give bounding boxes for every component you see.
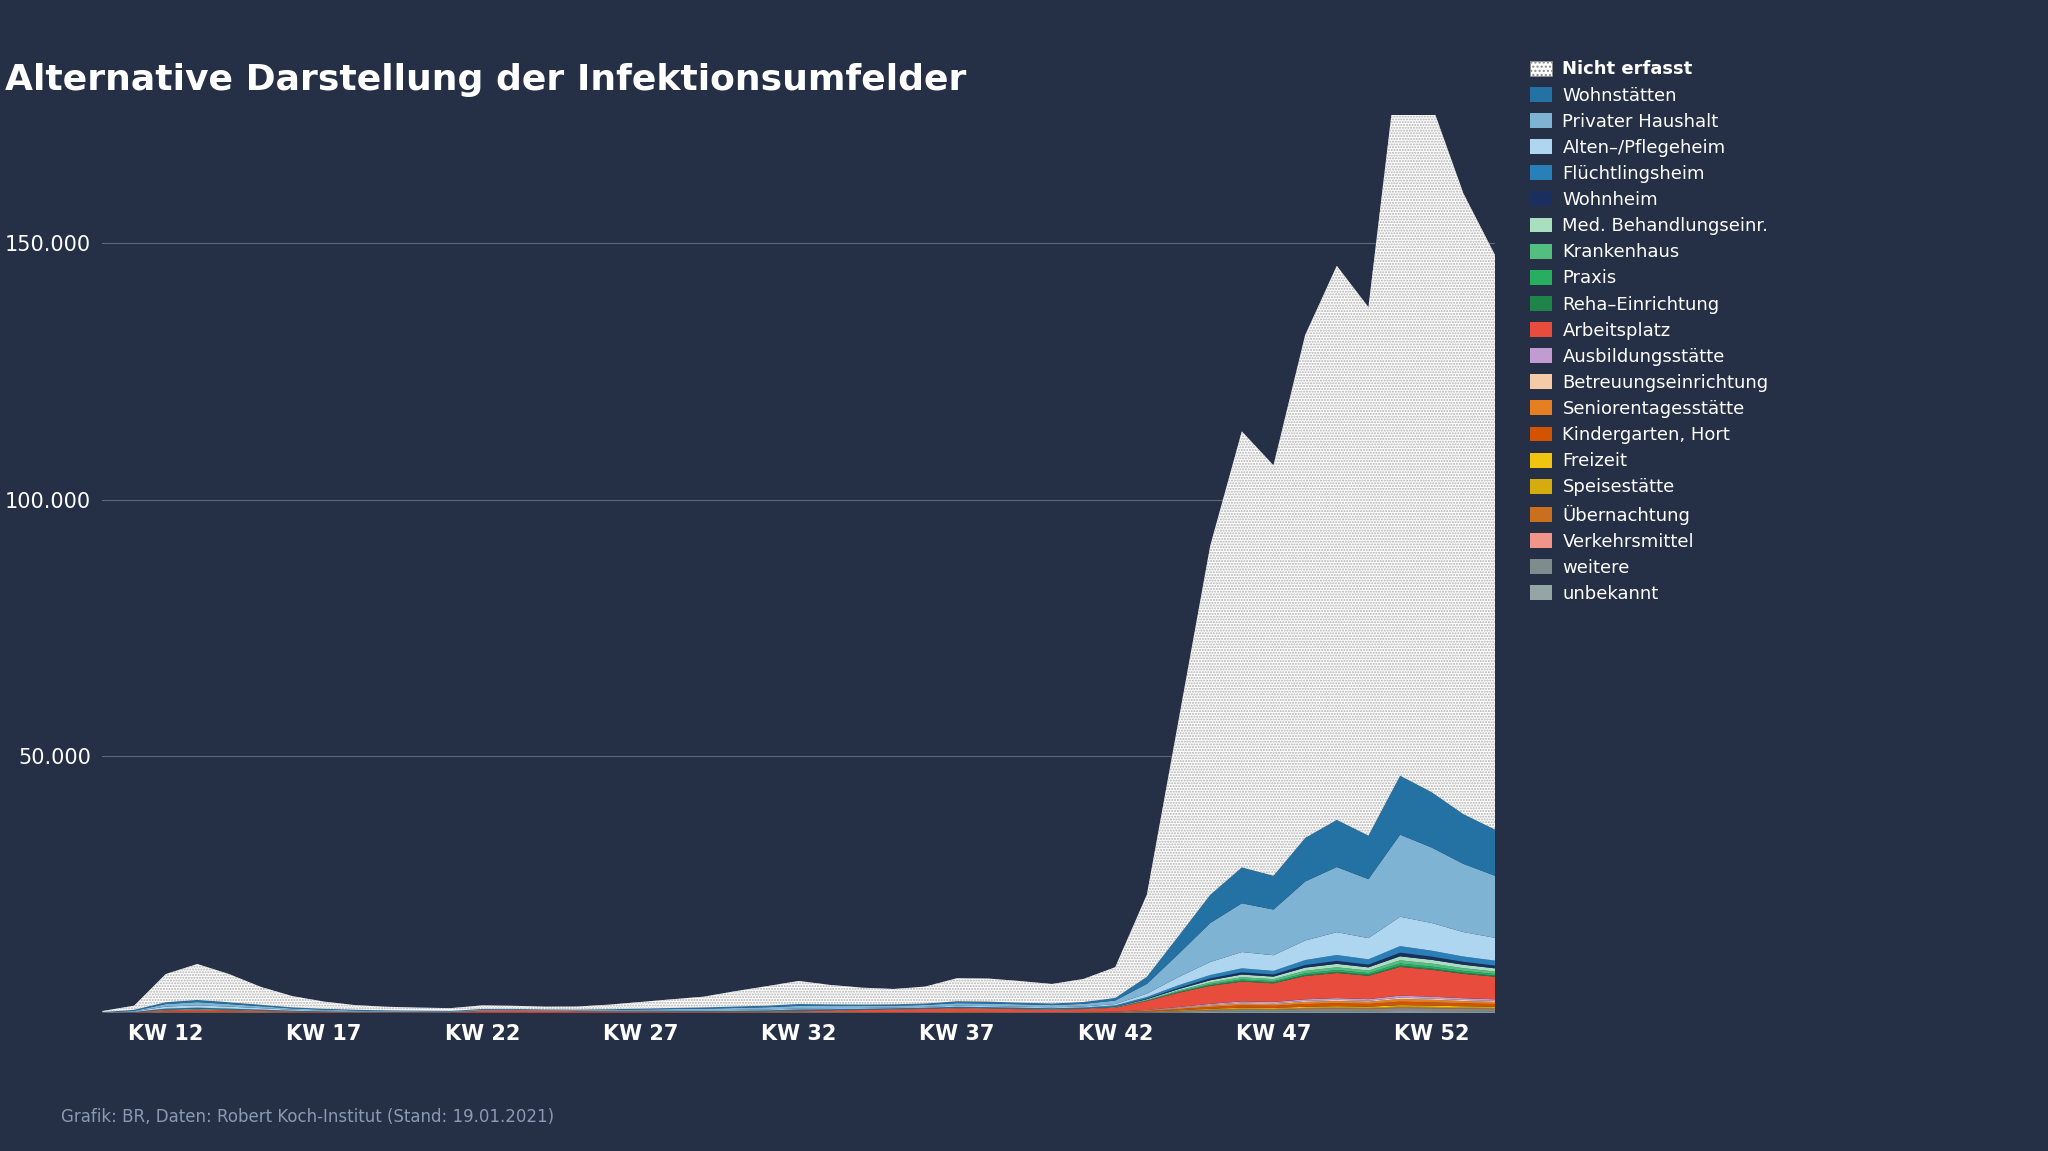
Legend: Nicht erfasst, Wohnstätten, Privater Haushalt, Alten–/Pflegeheim, Flüchtlingshei: Nicht erfasst, Wohnstätten, Privater Hau… bbox=[1524, 55, 1774, 609]
Text: Alternative Darstellung der Infektionsumfelder: Alternative Darstellung der Infektionsum… bbox=[4, 63, 967, 97]
Text: Grafik: BR, Daten: Robert Koch-Institut (Stand: 19.01.2021): Grafik: BR, Daten: Robert Koch-Institut … bbox=[61, 1108, 555, 1126]
